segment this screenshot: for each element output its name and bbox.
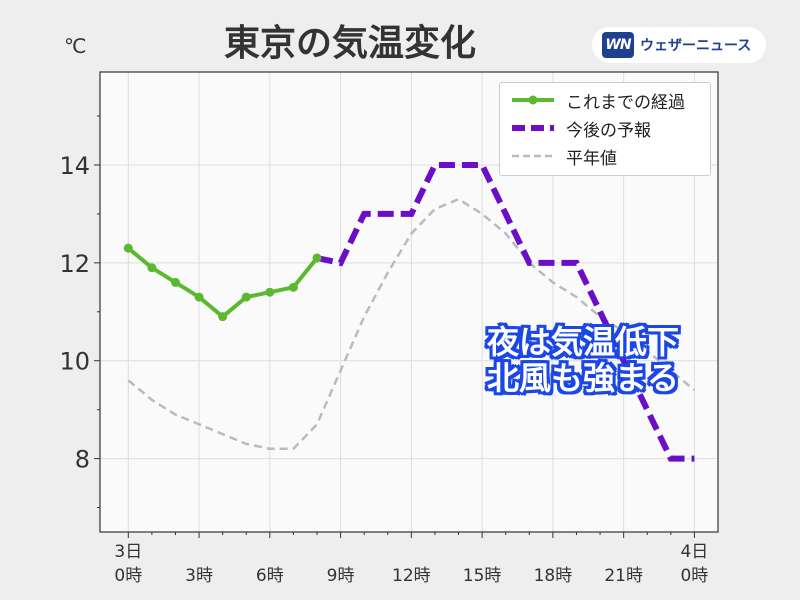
tick-labels: 8 10 12 14 3日 0時 3時 6時 9時 12時 15時 18時 21時 4日 0時 <box>59 152 708 586</box>
page-title: 東京の気温変化 <box>223 23 476 64</box>
data-point-observed <box>170 277 180 287</box>
legend-label-normal: 平年値 <box>566 148 617 169</box>
x-tick-label: 6時 <box>256 566 284 586</box>
data-point-observed <box>288 282 298 292</box>
x-tick-date-label: 4日 <box>680 542 708 562</box>
weather-annotation: 夜は気温低下 北風も強まる <box>468 324 698 396</box>
data-point-observed <box>123 243 133 253</box>
plot-frame <box>99 71 719 533</box>
data-point-observed <box>194 292 204 302</box>
series-lines <box>123 162 696 462</box>
series-line-forecast <box>316 162 695 462</box>
legend-label-observed: これまでの経過 <box>566 92 685 113</box>
brand-logo-icon: WN <box>602 32 634 58</box>
data-point-observed <box>265 287 275 297</box>
data-point-observed <box>312 253 322 263</box>
y-tick-label: 10 <box>59 348 90 376</box>
x-tick-label: 9時 <box>327 566 355 586</box>
legend-label-forecast: 今後の予報 <box>566 120 651 141</box>
data-point-observed <box>241 292 251 302</box>
x-tick-label: 0時 <box>114 566 142 586</box>
brand-name: ウェザーニュース <box>640 38 752 54</box>
x-tick-label: 3時 <box>185 566 213 586</box>
annotation-line-2: 北風も強まる <box>486 359 679 397</box>
legend: これまでの経過 今後の予報 平年値 <box>499 82 711 176</box>
legend-item-forecast: 今後の予報 <box>500 115 710 141</box>
x-tick-label: 0時 <box>680 566 708 586</box>
x-tick-label: 18時 <box>534 566 573 586</box>
y-tick-label: 8 <box>75 446 90 474</box>
x-tick-label: 12時 <box>392 566 431 586</box>
data-point-observed <box>147 263 157 273</box>
legend-swatch-normal <box>512 154 554 158</box>
y-tick-label: 14 <box>59 152 90 180</box>
series-line-normal <box>127 197 696 451</box>
legend-item-normal: 平年値 <box>500 143 710 169</box>
axes <box>94 71 719 538</box>
x-tick-date-label: 3日 <box>114 542 142 562</box>
x-tick-label: 15時 <box>463 566 502 586</box>
brand-badge: WN ウェザーニュース <box>592 27 766 63</box>
x-tick-label: 21時 <box>604 566 643 586</box>
annotation-line-1: 夜は気温低下 <box>486 323 679 361</box>
legend-swatch-forecast <box>512 125 554 131</box>
legend-swatch-observed <box>512 95 554 105</box>
data-point-observed <box>218 312 228 322</box>
y-axis-unit: ℃ <box>64 34 87 58</box>
legend-item-observed: これまでの経過 <box>500 87 710 113</box>
grid-lines <box>100 72 718 532</box>
y-tick-label: 12 <box>59 250 90 278</box>
